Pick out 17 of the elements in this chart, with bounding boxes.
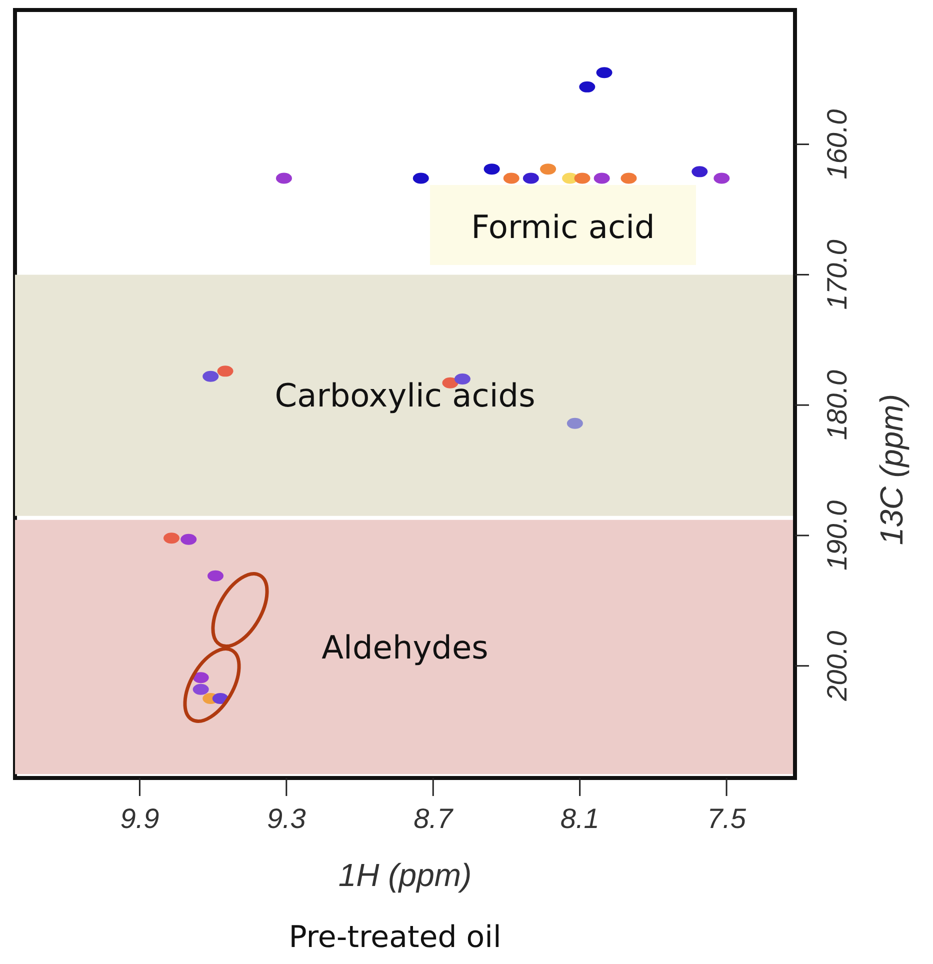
y-tick-label: 200.0 bbox=[822, 630, 852, 702]
y-tick-label: 170.0 bbox=[822, 239, 852, 310]
x-axis-title: 1H (ppm) bbox=[338, 857, 472, 893]
x-tick-label: 7.5 bbox=[707, 802, 746, 834]
text: Pre-treated oil bbox=[288, 920, 502, 955]
y-tick-label: 160.0 bbox=[822, 108, 852, 180]
x-tick-label: 8.7 bbox=[414, 802, 454, 834]
point bbox=[208, 570, 224, 582]
band-label: Carboxylic acids bbox=[274, 376, 536, 415]
x-tick-label: 9.3 bbox=[266, 802, 306, 834]
y-tick-label: 180.0 bbox=[822, 370, 852, 440]
x-tick-label: 8.1 bbox=[560, 802, 600, 834]
y-axis-title: 13C (ppm) bbox=[873, 394, 910, 546]
x-tick-label: 9.9 bbox=[120, 802, 160, 834]
band-label: Aldehydes bbox=[322, 628, 488, 666]
y-tick-label: 190.0 bbox=[822, 500, 852, 571]
annotation: Formic acid bbox=[471, 208, 655, 246]
